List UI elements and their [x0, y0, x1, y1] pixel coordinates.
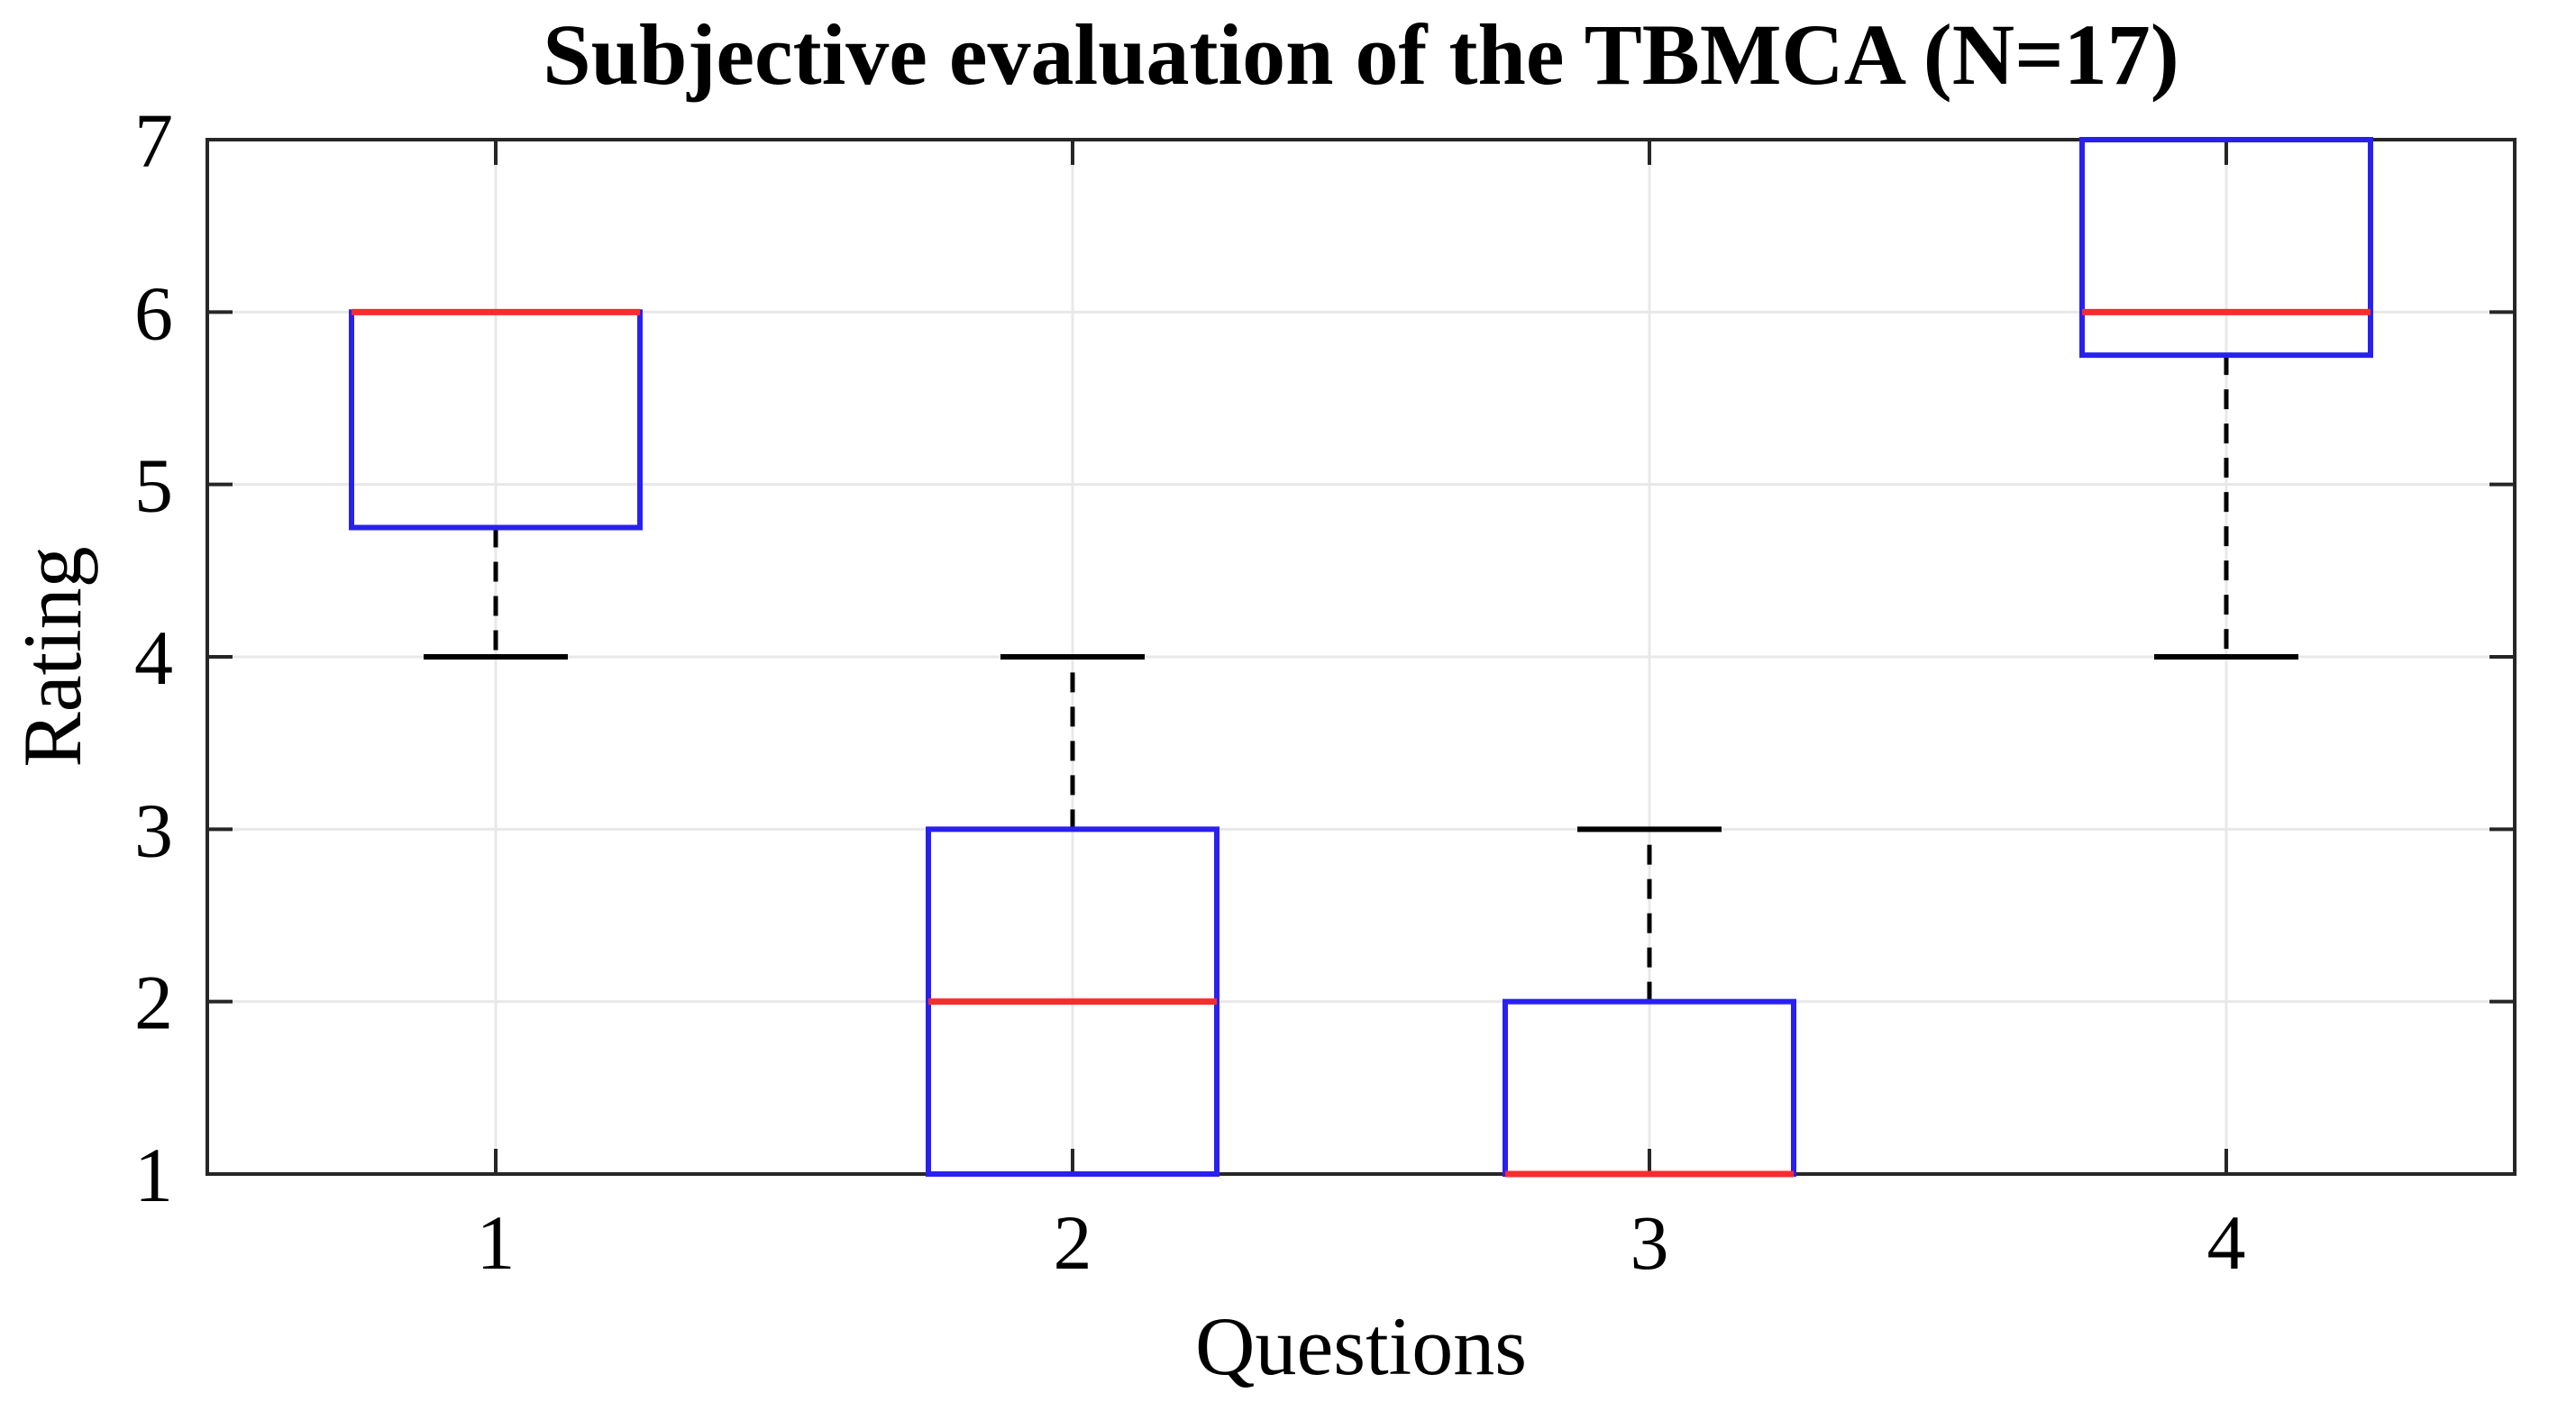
- box-group-4: [2079, 137, 2373, 660]
- y-tick-label: 2: [134, 960, 173, 1046]
- x-tick-label: 4: [2207, 1199, 2246, 1286]
- y-tick-label: 4: [134, 614, 173, 701]
- y-tick-label: 7: [134, 97, 173, 184]
- box-group-3: [1503, 826, 1796, 1178]
- y-tick-label: 3: [134, 787, 173, 873]
- y-tick-label: 6: [134, 269, 173, 356]
- chart-title: Subjective evaluation of the TBMCA (N=17…: [543, 6, 2179, 103]
- box-group-2: [926, 654, 1219, 1177]
- x-axis-label: Questions: [1195, 1300, 1527, 1392]
- x-tick-label: 3: [1631, 1199, 1669, 1286]
- x-tick-label: 2: [1054, 1199, 1092, 1286]
- y-tick-label: 1: [134, 1132, 173, 1218]
- x-tick-label: 1: [477, 1199, 516, 1286]
- box-group-1: [349, 308, 643, 660]
- y-tick-label: 5: [134, 442, 173, 529]
- iqr-box: [2079, 137, 2373, 359]
